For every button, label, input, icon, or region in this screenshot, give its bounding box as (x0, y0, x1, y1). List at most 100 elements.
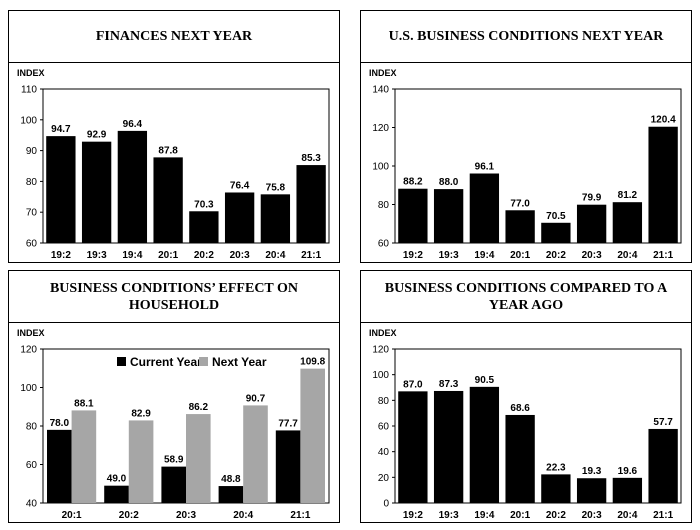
data-label: 120.4 (651, 115, 676, 126)
x-tick-label: 21:1 (653, 250, 673, 261)
bar-current-year (47, 429, 72, 503)
data-label: 96.1 (475, 162, 495, 173)
bar (648, 126, 678, 243)
bar-current-year (275, 430, 301, 503)
data-label: 79.9 (582, 193, 602, 204)
x-tick-label: 20:3 (176, 510, 196, 521)
data-label: 86.2 (189, 402, 209, 413)
data-label: 70.5 (546, 211, 566, 222)
x-tick-label: 20:3 (582, 510, 602, 521)
bar (505, 210, 535, 243)
data-label: 87.0 (403, 379, 423, 390)
x-tick-label: 20:1 (62, 510, 82, 521)
data-label: 88.2 (403, 177, 423, 188)
y-axis-label: INDEX (369, 328, 397, 338)
y-tick-label: 60 (378, 239, 390, 250)
bar (541, 474, 571, 503)
chart-panel-finances-next-year: FINANCES NEXT YEAR INDEX 60 70 80 90 100 110 19… (8, 10, 340, 263)
bar-next-year (128, 420, 154, 503)
y-tick-label: 100 (372, 162, 389, 173)
bar (81, 141, 112, 243)
bar-current-year (104, 485, 129, 503)
x-tick-label: 20:2 (119, 510, 139, 521)
data-label: 87.8 (158, 145, 178, 156)
data-label: 81.2 (618, 190, 638, 201)
y-tick-label: 120 (20, 345, 37, 356)
bar (469, 386, 500, 503)
chart-title: BUSINESS CONDITIONS COMPARED TO A YEAR A… (361, 271, 691, 323)
y-tick-label: 100 (372, 370, 389, 381)
legend-swatch (199, 357, 208, 366)
x-tick-label: 19:4 (122, 250, 142, 261)
y-tick-label: 20 (378, 473, 390, 484)
bar (648, 428, 678, 503)
data-label: 88.0 (439, 177, 459, 188)
data-label: 90.5 (475, 375, 495, 386)
y-tick-label: 100 (20, 383, 37, 394)
data-label: 92.9 (87, 130, 107, 141)
y-tick-label: 80 (26, 177, 38, 188)
x-tick-label: 21:1 (653, 510, 673, 521)
bar (224, 192, 255, 243)
y-tick-label: 60 (26, 239, 38, 250)
y-tick-label: 0 (383, 499, 389, 510)
bar-current-year (161, 466, 186, 503)
x-tick-label: 19:3 (439, 250, 459, 261)
x-tick-label: 20:4 (265, 250, 285, 261)
data-label: 77.0 (510, 198, 530, 209)
chart-plot: INDEX 60 70 80 90 100 110 19:2 19:3 19:4 20:1 20:2 2… (17, 68, 330, 261)
legend-label: Current Year (130, 355, 202, 369)
data-label: 68.6 (510, 403, 530, 414)
bar (296, 165, 326, 243)
bar (46, 136, 76, 243)
data-label: 82.9 (131, 408, 151, 419)
data-label: 87.3 (439, 379, 459, 390)
plot-frame (394, 88, 682, 244)
plot-frame (394, 348, 682, 504)
data-label: 19.3 (582, 466, 602, 477)
x-tick-label: 21:1 (290, 510, 310, 521)
data-label: 78.0 (50, 418, 70, 429)
bar-next-year (186, 414, 211, 503)
bar-next-year (300, 368, 325, 503)
data-label: 85.3 (301, 153, 321, 164)
legend-swatch (117, 357, 126, 366)
plot-frame (42, 88, 330, 244)
y-tick-label: 80 (26, 422, 38, 433)
x-tick-label: 20:2 (546, 510, 566, 521)
y-tick-label: 110 (21, 85, 37, 96)
chart-panel-business-conditions-effect-on-household: BUSINESS CONDITIONS’ EFFECT ON HOUSEHOLD… (8, 270, 340, 523)
data-label: 109.8 (300, 357, 325, 368)
bar (398, 188, 428, 243)
x-tick-label: 19:3 (439, 510, 459, 521)
bar (576, 478, 607, 503)
data-label: 70.3 (194, 199, 214, 210)
bar (541, 222, 571, 243)
x-tick-label: 20:1 (510, 250, 530, 261)
x-tick-label: 20:1 (158, 250, 178, 261)
x-tick-label: 19:4 (474, 250, 494, 261)
chart-panel-us-business-conditions-next-year: U.S. BUSINESS CONDITIONS NEXT YEAR INDEX… (360, 10, 692, 263)
y-tick-label: 120 (372, 345, 389, 356)
data-label: 22.3 (546, 462, 566, 473)
y-tick-label: 40 (378, 447, 390, 458)
bar (576, 204, 607, 243)
x-tick-label: 20:4 (617, 510, 637, 521)
y-axis-label: INDEX (369, 68, 397, 78)
y-tick-label: 60 (378, 422, 390, 433)
x-tick-label: 20:2 (194, 250, 214, 261)
y-tick-label: 100 (20, 115, 37, 126)
y-axis-label: INDEX (17, 68, 45, 78)
x-tick-label: 21:1 (301, 250, 321, 261)
bar (117, 130, 148, 243)
x-tick-label: 19:4 (474, 510, 494, 521)
x-tick-label: 20:3 (582, 250, 602, 261)
bar-next-year (243, 405, 268, 503)
y-axis-label: INDEX (17, 328, 45, 338)
legend-label: Next Year (212, 355, 267, 369)
bar (505, 414, 535, 503)
chart-plot: INDEX 40 60 80 100 120 20:1 20:2 20:3 20:4 21:1 78.… (17, 328, 330, 521)
data-label: 94.7 (51, 124, 71, 135)
y-tick-label: 80 (378, 200, 390, 211)
bar-current-year (218, 486, 244, 503)
